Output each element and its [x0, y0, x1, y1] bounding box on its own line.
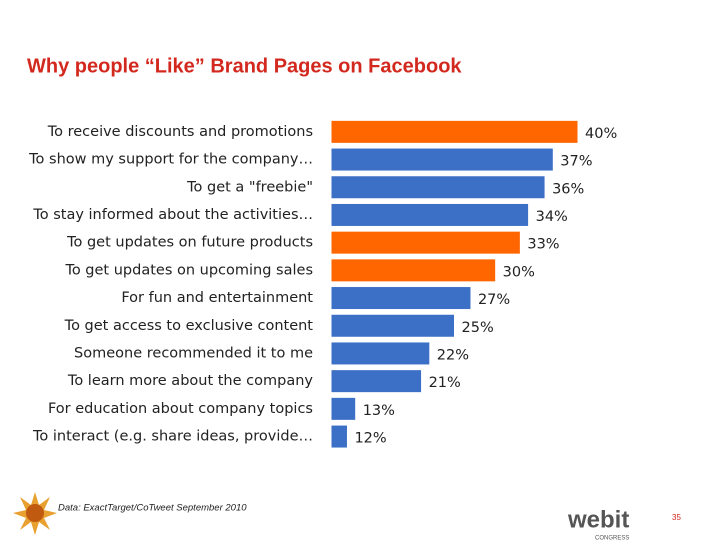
value-label: 36%: [552, 181, 584, 197]
chart-title: Why people “Like” Brand Pages on Faceboo…: [27, 55, 462, 77]
value-label: 33%: [527, 237, 559, 253]
value-label: 27%: [478, 292, 510, 308]
bar: [330, 175, 546, 200]
bar: [330, 202, 530, 227]
category-label: To get a "freebie": [186, 179, 313, 195]
category-label: To interact (e.g. share ideas, provide…: [32, 429, 313, 445]
value-label: 12%: [354, 431, 386, 447]
page-number: 35: [672, 513, 681, 522]
bar: [330, 424, 348, 449]
bar: [330, 230, 521, 255]
category-label: To get updates on future products: [66, 235, 313, 251]
value-label: 34%: [536, 209, 568, 225]
webit-logo-sub: CONGRESS: [595, 536, 629, 542]
bar: [330, 396, 357, 421]
category-label: To stay informed about the activities…: [32, 207, 313, 223]
category-label: To learn more about the company: [67, 373, 313, 389]
bar: [330, 369, 423, 394]
bar: [330, 313, 455, 338]
category-label: To receive discounts and promotions: [47, 124, 313, 140]
bar: [330, 147, 554, 172]
category-label: To show my support for the company…: [28, 152, 313, 168]
value-label: 37%: [560, 154, 592, 170]
value-label: 30%: [503, 264, 535, 280]
value-label: 13%: [363, 403, 395, 419]
value-label: 25%: [462, 320, 494, 336]
category-label: To get updates on upcoming sales: [64, 262, 313, 278]
value-label: 40%: [585, 126, 617, 142]
sun-logo: [13, 492, 57, 535]
source-note: Data: ExactTarget/CoTweet September 2010: [58, 503, 247, 514]
category-label: Someone recommended it to me: [74, 345, 313, 361]
category-label: For education about company topics: [48, 401, 313, 417]
bar: [330, 119, 579, 144]
category-label: For fun and entertainment: [121, 290, 313, 306]
value-label: 21%: [429, 375, 461, 391]
sun-core: [26, 504, 44, 522]
webit-logo: webit: [567, 506, 629, 533]
category-label: To get access to exclusive content: [64, 318, 314, 334]
bar: [330, 341, 431, 366]
bar: [330, 286, 472, 311]
bar: [330, 258, 497, 283]
value-label: 22%: [437, 347, 469, 363]
